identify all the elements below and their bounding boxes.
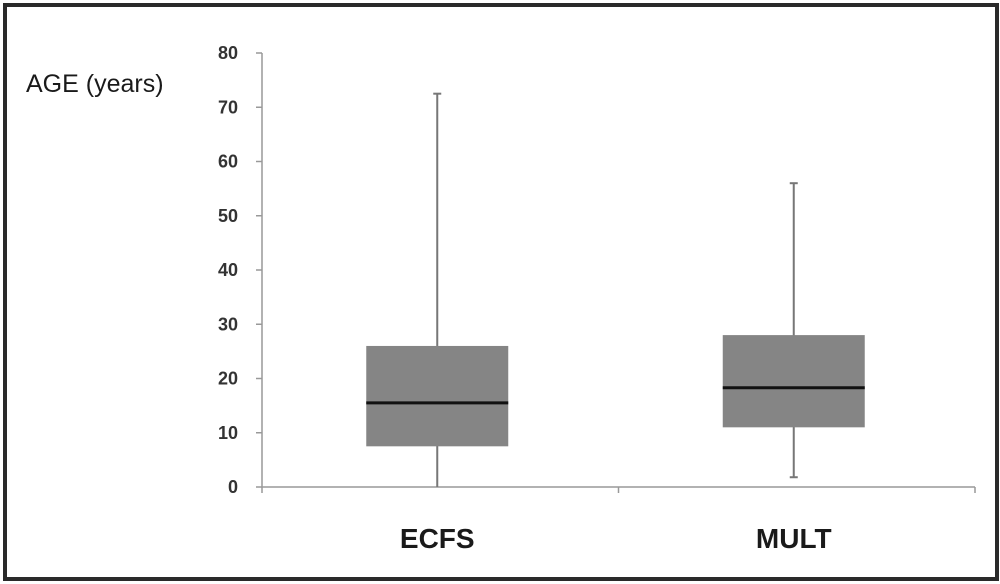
y-tick-label: 0 — [228, 477, 238, 497]
y-tick-label: 70 — [218, 97, 238, 117]
x-category-label: MULT — [756, 523, 832, 554]
y-axis-label: AGE (years) — [26, 70, 164, 98]
box-ecfs — [366, 345, 509, 447]
y-tick-label: 60 — [218, 152, 238, 172]
box-mult — [722, 335, 865, 428]
y-tick-label: 10 — [218, 423, 238, 443]
y-tick-label: 50 — [218, 206, 238, 226]
y-tick-label: 40 — [218, 260, 238, 280]
y-tick-label: 30 — [218, 314, 238, 334]
chart-frame — [3, 3, 999, 581]
x-category-label: ECFS — [400, 523, 475, 554]
y-tick-label: 20 — [218, 369, 238, 389]
y-tick-label: 80 — [218, 43, 238, 63]
